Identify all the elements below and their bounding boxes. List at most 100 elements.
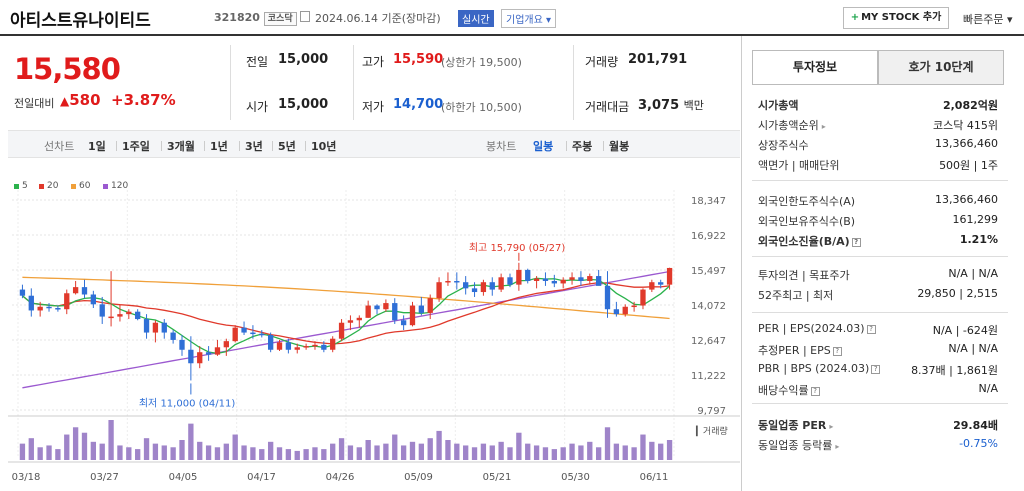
volume-bar — [525, 443, 531, 460]
info-row-label: 상장주식수 — [758, 139, 809, 152]
y-tick-label: 11,222 — [691, 371, 726, 382]
add-mystock-button[interactable]: + MY STOCK 추가 — [843, 7, 949, 29]
volume-bar — [64, 434, 70, 460]
volume-bar — [338, 438, 345, 460]
candle-body — [72, 287, 79, 294]
candle-body — [188, 349, 194, 364]
info-row-label: 외국인보유주식수(B) — [758, 215, 856, 228]
info-row-value: 2,082억원 — [942, 99, 998, 112]
x-tick-label: 06/11 — [640, 472, 669, 483]
info-row-value: N/A — [978, 382, 998, 395]
candle-chart-label: 봉차트 — [486, 140, 517, 153]
candle-body — [81, 287, 88, 295]
volume-bar — [418, 443, 425, 460]
x-tick-label: 04/26 — [326, 472, 355, 483]
candle-period-1[interactable]: 주봉 — [572, 140, 593, 153]
y-tick-label: 9,797 — [697, 406, 726, 417]
candle-period-0[interactable]: 일봉 — [533, 140, 554, 153]
info-row-label[interactable]: 동일업종 PER ▸ — [758, 419, 834, 432]
volume-bar — [205, 445, 212, 460]
volume-value: 201,791 — [628, 52, 688, 67]
candle-body — [613, 309, 620, 315]
help-icon[interactable]: ? — [871, 364, 881, 374]
volume-bar — [19, 443, 26, 460]
x-tick-label: 03/18 — [12, 472, 41, 483]
amount-value: 3,075 백만 — [638, 98, 704, 113]
candle-body — [400, 320, 407, 326]
low-annotation: 최저 11,000 (04/11) — [139, 397, 235, 409]
volume-label: 거래량 — [585, 55, 619, 69]
candle-body — [267, 335, 274, 350]
divider — [752, 312, 1008, 313]
candle-body — [99, 304, 105, 317]
volume-bar — [489, 445, 495, 460]
period-2[interactable]: 3개월 — [167, 140, 195, 153]
volume-bar — [409, 441, 416, 460]
volume-bar — [55, 449, 61, 460]
prev-close: 15,000 — [278, 52, 329, 67]
candle-body — [640, 289, 646, 306]
info-row-value: 161,299 — [952, 213, 999, 226]
legend-swatch — [14, 184, 19, 189]
candle-body — [223, 341, 229, 348]
info-row-label: 배당수익률? — [758, 382, 820, 398]
divider — [272, 141, 273, 151]
candle-body — [90, 294, 97, 305]
divider — [752, 256, 1008, 257]
info-row-label[interactable]: 시가총액순위 ▸ — [758, 119, 826, 132]
volume-bar — [640, 434, 646, 460]
info-row-value: 29,850 | 2,515 — [917, 287, 998, 300]
market-badge: 코스닥 — [263, 12, 297, 26]
info-row-value: 13,366,460 — [935, 137, 998, 150]
volume-bar — [303, 449, 309, 460]
chevron-right-icon: ▸ — [835, 442, 840, 451]
candle-body — [587, 276, 593, 281]
candle-period-2[interactable]: 월봉 — [609, 140, 630, 153]
help-icon[interactable]: ? — [810, 386, 820, 396]
tab-orderbook[interactable]: 호가 10단계 — [878, 50, 1004, 85]
period-5[interactable]: 5년 — [278, 140, 296, 153]
info-row-label: 투자의견 | 목표주가 — [758, 269, 850, 282]
period-6[interactable]: 10년 — [311, 140, 337, 153]
candle-body — [55, 307, 61, 310]
corp-info-dropdown[interactable]: 기업개요 ▾ — [501, 9, 556, 28]
volume-bar — [179, 440, 185, 460]
tab-invest-info[interactable]: 투자정보 — [752, 50, 878, 85]
candle-body — [152, 322, 159, 333]
help-icon[interactable]: ? — [832, 346, 842, 356]
help-icon[interactable]: ? — [866, 324, 876, 334]
period-0[interactable]: 1일 — [88, 140, 106, 153]
info-row-label: 추정PER | EPS? — [758, 342, 842, 358]
period-3[interactable]: 1년 — [210, 140, 228, 153]
y-tick-label: 15,497 — [691, 266, 726, 277]
y-tick-label: 14,072 — [691, 301, 726, 312]
info-row-label[interactable]: 동일업종 등락률 ▸ — [758, 439, 840, 452]
tab-underline — [752, 84, 1004, 85]
help-icon[interactable]: ? — [851, 237, 861, 247]
x-tick-label: 04/17 — [247, 472, 276, 483]
volume-bar — [267, 441, 274, 460]
candle-body — [525, 269, 531, 281]
stock-chart[interactable]: 18,347 16,922 15,497 14,072 12,647 11,222 9,79… — [8, 158, 740, 491]
period-4[interactable]: 3년 — [245, 140, 263, 153]
candle-body — [312, 344, 318, 347]
candle-body — [356, 317, 362, 321]
realtime-button[interactable]: 실시간 — [458, 10, 494, 27]
volume-bar — [454, 443, 460, 460]
volume-bar — [46, 445, 52, 460]
volume-bar — [658, 443, 664, 460]
volume-bar — [649, 441, 655, 460]
right-panel — [741, 36, 1024, 491]
fast-order-dropdown[interactable]: 빠른주문 ▾ — [963, 13, 1013, 26]
volume-bar — [285, 449, 292, 460]
legend-label-3: 120 — [111, 181, 129, 191]
high-annotation: 최고 15,790 (05/27) — [469, 242, 565, 254]
period-1[interactable]: 1주일 — [122, 140, 150, 153]
volume-bar — [28, 438, 34, 460]
candle-body — [551, 280, 557, 284]
x-tick-label: 05/09 — [404, 472, 433, 483]
volume-bar — [578, 445, 584, 460]
x-tick-label: 04/05 — [169, 472, 198, 483]
volume-bar — [551, 449, 557, 460]
prev-label: 전일 — [246, 55, 269, 69]
